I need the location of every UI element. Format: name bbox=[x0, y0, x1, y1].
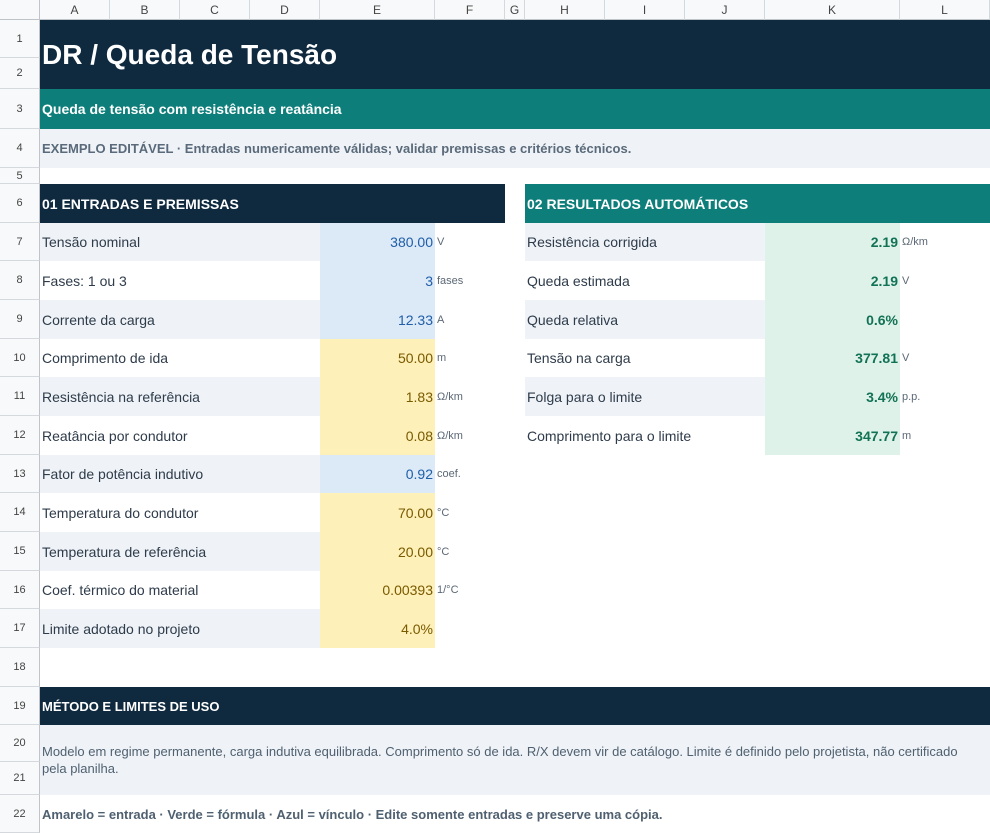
input-value-cell[interactable]: 0.08 bbox=[320, 416, 435, 455]
input-unit: m bbox=[437, 352, 447, 364]
column-header-j[interactable]: J bbox=[685, 0, 765, 20]
color-legend-note: Amarelo = entrada · Verde = fórmula · Az… bbox=[42, 806, 663, 822]
column-header-d[interactable]: D bbox=[250, 0, 320, 20]
column-header-b[interactable]: B bbox=[110, 0, 180, 20]
input-value-cell[interactable]: 3 bbox=[320, 261, 435, 300]
result-value-cell[interactable]: 2.19 bbox=[765, 261, 900, 300]
input-value-cell[interactable]: 50.00 bbox=[320, 339, 435, 377]
sheet-title: DR / Queda de Tensão bbox=[40, 20, 990, 89]
column-header-i[interactable]: I bbox=[605, 0, 685, 20]
input-label: Fases: 1 ou 3 bbox=[40, 261, 320, 300]
result-unit: m bbox=[902, 429, 912, 442]
input-label: Fator de potência indutivo bbox=[40, 455, 320, 493]
input-unit: V bbox=[437, 236, 445, 248]
row-header-17[interactable]: 17 bbox=[0, 609, 40, 648]
column-header-l[interactable]: L bbox=[900, 0, 990, 20]
method-section-header: MÉTODO E LIMITES DE USO bbox=[40, 687, 990, 725]
notice-banner: EXEMPLO EDITÁVEL · Entradas numericament… bbox=[40, 129, 990, 168]
result-label: Queda estimada bbox=[525, 261, 765, 300]
row-header-3[interactable]: 3 bbox=[0, 89, 40, 129]
result-value-cell[interactable]: 347.77 bbox=[765, 416, 900, 455]
row-header-4[interactable]: 4 bbox=[0, 129, 40, 168]
row-header-15[interactable]: 15 bbox=[0, 532, 40, 571]
input-unit: Ω/km bbox=[437, 390, 463, 403]
input-unit: coef. bbox=[437, 468, 461, 480]
row-header-1[interactable]: 1 bbox=[0, 20, 40, 58]
input-unit: °C bbox=[437, 545, 450, 558]
column-header-k[interactable]: K bbox=[765, 0, 900, 20]
result-value-cell[interactable]: 0.6% bbox=[765, 300, 900, 339]
input-label: Limite adotado no projeto bbox=[40, 609, 320, 648]
column-header-f[interactable]: F bbox=[435, 0, 505, 20]
row-header-14[interactable]: 14 bbox=[0, 493, 40, 532]
input-value-cell[interactable]: 20.00 bbox=[320, 532, 435, 571]
row-header-13[interactable]: 13 bbox=[0, 455, 40, 493]
result-label: Resistência corrigida bbox=[525, 223, 765, 261]
column-header-h[interactable]: H bbox=[525, 0, 605, 20]
sheet-subtitle: Queda de tensão com resistência e reatân… bbox=[40, 89, 990, 129]
input-value-cell[interactable]: 0.00393 bbox=[320, 571, 435, 609]
row-header-2[interactable]: 2 bbox=[0, 58, 40, 89]
result-unit: V bbox=[902, 352, 910, 364]
result-label: Queda relativa bbox=[525, 300, 765, 339]
input-label: Corrente da carga bbox=[40, 300, 320, 339]
row-header-7[interactable]: 7 bbox=[0, 223, 40, 261]
row-header-11[interactable]: 11 bbox=[0, 377, 40, 416]
column-header-c[interactable]: C bbox=[180, 0, 250, 20]
row-header-12[interactable]: 12 bbox=[0, 416, 40, 455]
row-header-9[interactable]: 9 bbox=[0, 300, 40, 339]
input-unit: 1/°C bbox=[437, 584, 459, 596]
input-value-cell[interactable]: 1.83 bbox=[320, 377, 435, 416]
input-value-cell[interactable]: 4.0% bbox=[320, 609, 435, 648]
row-header-20[interactable]: 20 bbox=[0, 725, 40, 762]
input-label: Reatância por condutor bbox=[40, 416, 320, 455]
result-value-cell[interactable]: 377.81 bbox=[765, 339, 900, 377]
row-header-6[interactable]: 6 bbox=[0, 184, 40, 223]
results-section-header: 02 RESULTADOS AUTOMÁTICOS bbox=[525, 184, 990, 223]
row-header-18[interactable]: 18 bbox=[0, 648, 40, 687]
result-label: Tensão na carga bbox=[525, 339, 765, 377]
input-value-cell[interactable]: 70.00 bbox=[320, 493, 435, 532]
result-unit: Ω/km bbox=[902, 236, 928, 248]
input-label: Tensão nominal bbox=[40, 223, 320, 261]
result-label: Folga para o limite bbox=[525, 377, 765, 416]
row-header-8[interactable]: 8 bbox=[0, 261, 40, 300]
inputs-section-header: 01 ENTRADAS E PREMISSAS bbox=[40, 184, 505, 223]
column-header-a[interactable]: A bbox=[40, 0, 110, 20]
row-header-21[interactable]: 21 bbox=[0, 762, 40, 795]
column-header-g[interactable]: G bbox=[505, 0, 525, 20]
input-value-cell[interactable]: 12.33 bbox=[320, 300, 435, 339]
row-header-22[interactable]: 22 bbox=[0, 795, 40, 833]
input-label: Comprimento de ida bbox=[40, 339, 320, 377]
result-label: Comprimento para o limite bbox=[525, 416, 765, 455]
row-header-10[interactable]: 10 bbox=[0, 339, 40, 377]
input-unit bbox=[435, 609, 505, 648]
input-label: Temperatura do condutor bbox=[40, 493, 320, 532]
result-unit: V bbox=[902, 274, 910, 287]
row-header-19[interactable]: 19 bbox=[0, 687, 40, 725]
input-unit: fases bbox=[437, 274, 464, 287]
result-value-cell[interactable]: 2.19 bbox=[765, 223, 900, 261]
input-unit: °C bbox=[437, 506, 450, 519]
result-unit: p.p. bbox=[902, 390, 921, 403]
input-unit: A bbox=[437, 313, 445, 326]
row-header-5[interactable]: 5 bbox=[0, 168, 40, 184]
method-description: Modelo em regime permanente, carga indut… bbox=[40, 725, 990, 795]
select-all-corner[interactable] bbox=[0, 0, 40, 20]
input-value-cell[interactable]: 0.92 bbox=[320, 455, 435, 493]
input-label: Temperatura de referência bbox=[40, 532, 320, 571]
input-label: Coef. térmico do material bbox=[40, 571, 320, 609]
input-label: Resistência na referência bbox=[40, 377, 320, 416]
result-value-cell[interactable]: 3.4% bbox=[765, 377, 900, 416]
row-header-16[interactable]: 16 bbox=[0, 571, 40, 609]
result-unit bbox=[900, 300, 990, 339]
input-unit: Ω/km bbox=[437, 429, 463, 442]
column-header-e[interactable]: E bbox=[320, 0, 435, 20]
input-value-cell[interactable]: 380.00 bbox=[320, 223, 435, 261]
